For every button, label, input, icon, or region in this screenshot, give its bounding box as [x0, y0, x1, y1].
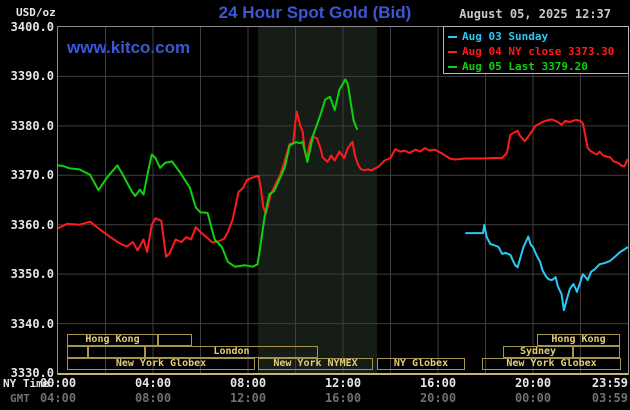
chart-title: 24 Hour Spot Gold (Bid) — [218, 3, 412, 22]
series-line-0-aug-03-sunday — [465, 223, 629, 312]
series-line-2-aug-05-last-3379-20 — [57, 78, 359, 268]
session-box-sydney: Sydney — [503, 346, 573, 358]
legend-dash-icon — [448, 35, 457, 38]
plot-border — [57, 26, 629, 375]
series-line-1-aug-04-ny-close-3373-30 — [57, 110, 629, 258]
y-tick-label: 3370.0 — [10, 168, 54, 183]
legend-label: Aug 04 NY close 3373.30 — [462, 45, 615, 58]
session-box-hong-kong: Hong Kong — [67, 334, 158, 346]
session-box-new-york-globex: New York Globex — [67, 358, 255, 370]
x-tick-label: 23:59 — [591, 376, 628, 390]
nymex-session-band — [257, 27, 377, 373]
y-tick-label: 3400.0 — [10, 20, 54, 34]
legend-dash-icon — [448, 65, 457, 68]
legend: Aug 03 Sunday Aug 04 NY close 3373.30 Aug … — [443, 26, 629, 74]
session-box-hong-kong: Hong Kong — [537, 334, 620, 346]
x-tick-label: 12:00 — [324, 376, 362, 390]
x-tick-label: 00:00 — [39, 376, 77, 390]
kitco-watermark: www.kitco.com — [67, 38, 191, 57]
x-tick-label: 08:00 — [134, 391, 172, 405]
session-box-empty — [67, 346, 88, 358]
x-tick-label: 08:00 — [229, 376, 267, 390]
session-box-empty — [158, 334, 192, 346]
y-tick-label: 3340.0 — [10, 316, 54, 331]
session-box-london: London — [145, 346, 318, 358]
legend-item-2: Aug 05 Last 3379.20 — [444, 59, 628, 74]
y-tick-label: 3390.0 — [10, 69, 54, 84]
session-box-empty — [88, 346, 145, 358]
legend-item-0: Aug 03 Sunday — [444, 29, 628, 44]
x-tick-label: 20:00 — [514, 376, 552, 390]
x-tick-label: 12:00 — [229, 391, 267, 405]
x-tick-label: 00:00 — [514, 391, 552, 405]
legend-dash-icon — [448, 50, 457, 53]
y-tick-label: 3380.0 — [10, 118, 54, 133]
ny-time-axis-label: NY Time — [3, 377, 50, 390]
session-box-empty — [573, 346, 620, 358]
gmt-axis-label: GMT — [10, 392, 30, 405]
x-tick-label: 16:00 — [324, 391, 362, 405]
session-box-new-york-nymex: New York NYMEX — [258, 358, 373, 370]
x-tick-label: 03:59 — [591, 391, 628, 405]
x-tick-label: 04:00 — [39, 391, 77, 405]
session-box-new-york-globex: New York Globex — [482, 358, 621, 370]
x-tick-label: 20:00 — [419, 391, 457, 405]
session-box-ny-globex: NY Globex — [377, 358, 465, 370]
y-tick-label: 3360.0 — [10, 217, 54, 232]
legend-label: Aug 05 Last 3379.20 — [462, 60, 588, 73]
chart-datetime: August 05, 2025 12:37 — [459, 7, 611, 21]
legend-item-1: Aug 04 NY close 3373.30 — [444, 44, 628, 59]
legend-label: Aug 03 Sunday — [462, 30, 549, 43]
y-axis-unit-label: USD/oz — [16, 6, 56, 19]
x-tick-label: 04:00 — [134, 376, 172, 390]
y-tick-label: 3350.0 — [10, 267, 54, 282]
y-tick-label: 3330.0 — [10, 366, 54, 380]
x-tick-label: 16:00 — [419, 376, 457, 390]
